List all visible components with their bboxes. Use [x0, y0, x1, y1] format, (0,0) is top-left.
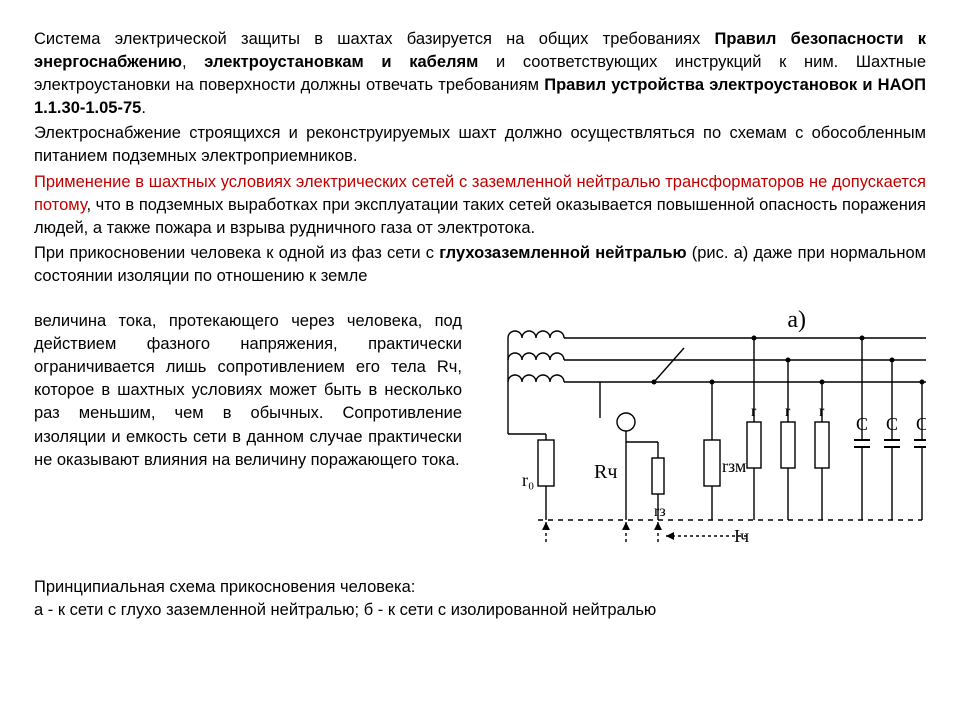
svg-text:C: C: [886, 414, 898, 434]
svg-text:rз: rз: [654, 503, 666, 520]
caption-line-2: а - к сети с глухо заземленной нейтралью…: [34, 599, 926, 622]
caption-line-1: Принципиальная схема прикосновения челов…: [34, 576, 926, 599]
svg-text:r₀: r₀: [522, 470, 534, 490]
svg-text:Rч: Rч: [594, 461, 617, 483]
p1-text-a: Система электрической защиты в шахтах ба…: [34, 30, 715, 48]
paragraph-3: Применение в шахтных условиях электричес…: [34, 171, 926, 240]
circuit-svg: r₀RчrзrзмrrrCCCIч: [486, 310, 926, 550]
p1-text-c: ,: [182, 53, 204, 71]
svg-text:C: C: [856, 414, 868, 434]
p4-bold-b: глухозаземленной нейтралью: [439, 244, 686, 262]
svg-text:C: C: [916, 414, 926, 434]
p1-bold-d: электроустановкам и кабелям: [204, 53, 478, 71]
p1-text-g: .: [141, 99, 146, 117]
svg-text:r: r: [785, 403, 791, 420]
svg-text:r: r: [819, 403, 825, 420]
svg-text:r: r: [751, 403, 757, 420]
lower-paragraph: величина тока, протекающего через челове…: [34, 310, 486, 550]
p4-text-a: При прикосновении человека к одной из фа…: [34, 244, 439, 262]
svg-text:Iч: Iч: [734, 526, 749, 546]
caption: Принципиальная схема прикосновения челов…: [34, 576, 926, 622]
lower-block: величина тока, протекающего через челове…: [34, 310, 926, 550]
paragraph-2: Электроснабжение строящихся и реконструи…: [34, 122, 926, 168]
paragraph-4: При прикосновении человека к одной из фа…: [34, 242, 926, 288]
paragraph-1: Система электрической защиты в шахтах ба…: [34, 28, 926, 120]
circuit-diagram: а) r₀RчrзrзмrrrCCCIч: [486, 310, 926, 550]
diagram-label-a: а): [787, 304, 806, 338]
svg-text:rзм: rзм: [722, 456, 746, 476]
p3-text-b: , что в подземных выработках при эксплуа…: [34, 196, 926, 237]
